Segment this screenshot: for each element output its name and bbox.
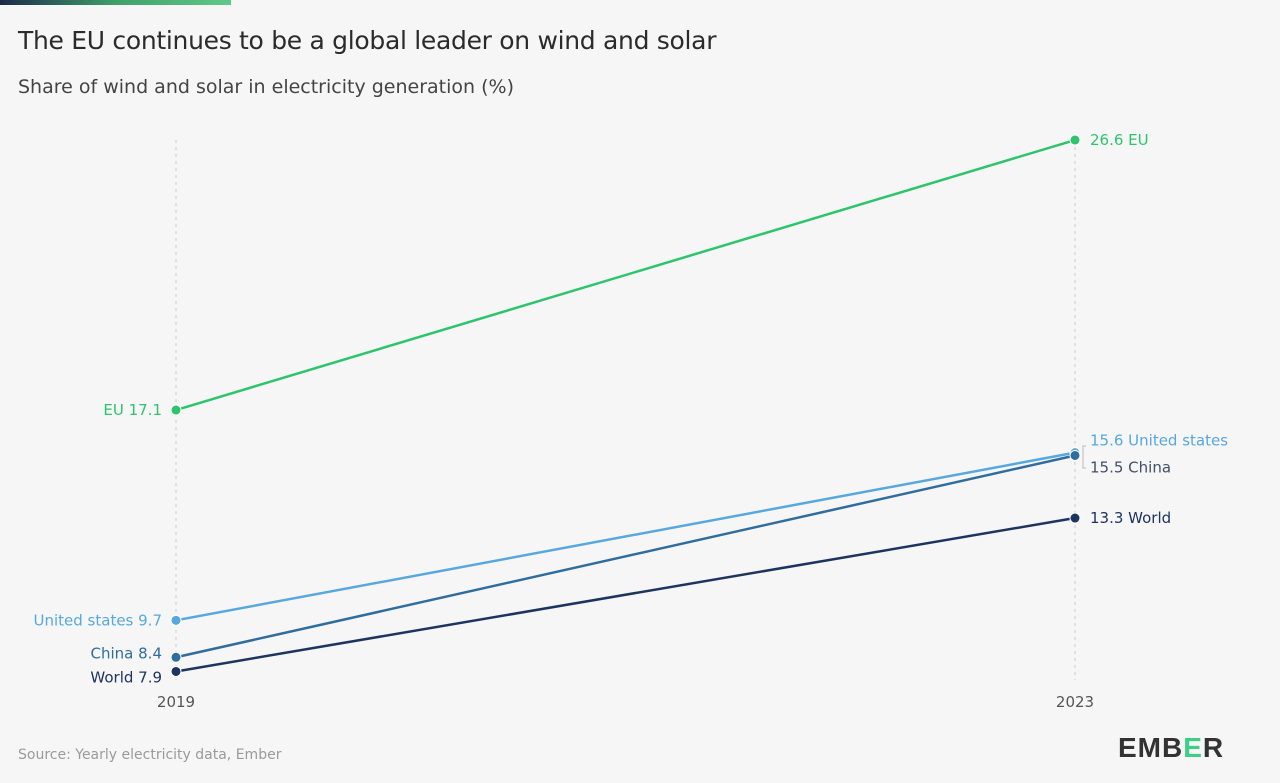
- data-point-world: [170, 665, 182, 677]
- data-point-china: [1069, 449, 1081, 461]
- start-label-eu: EU 17.1: [103, 401, 162, 419]
- ember-logo: EMBER: [1118, 732, 1225, 763]
- start-label-united-states: United states 9.7: [34, 611, 163, 629]
- chart-subtitle: Share of wind and solar in electricity g…: [18, 76, 514, 98]
- series-line-eu: [175, 138, 1076, 412]
- label-bracket: [1082, 445, 1086, 469]
- end-label-united-states: 15.6 United states: [1090, 432, 1228, 450]
- end-label-china: 15.5 China: [1090, 458, 1171, 476]
- start-label-china: China 8.4: [91, 644, 162, 662]
- x-tick-label: 2023: [1056, 693, 1094, 711]
- series-line-united-states: [175, 451, 1076, 622]
- data-point-china: [170, 651, 182, 663]
- x-tick-label: 2019: [157, 693, 195, 711]
- data-point-eu: [170, 404, 182, 416]
- data-point-united-states: [170, 614, 182, 626]
- series-line-china: [175, 454, 1076, 659]
- end-label-world: 13.3 World: [1090, 509, 1171, 527]
- chart-title: The EU continues to be a global leader o…: [18, 26, 717, 55]
- series-line-world: [175, 516, 1076, 673]
- start-label-world: World 7.9: [90, 668, 162, 686]
- data-point-eu: [1069, 134, 1081, 146]
- source-note: Source: Yearly electricity data, Ember: [18, 747, 282, 763]
- accent-bar: [0, 0, 231, 5]
- end-label-eu: 26.6 EU: [1090, 131, 1149, 149]
- data-point-world: [1069, 512, 1081, 524]
